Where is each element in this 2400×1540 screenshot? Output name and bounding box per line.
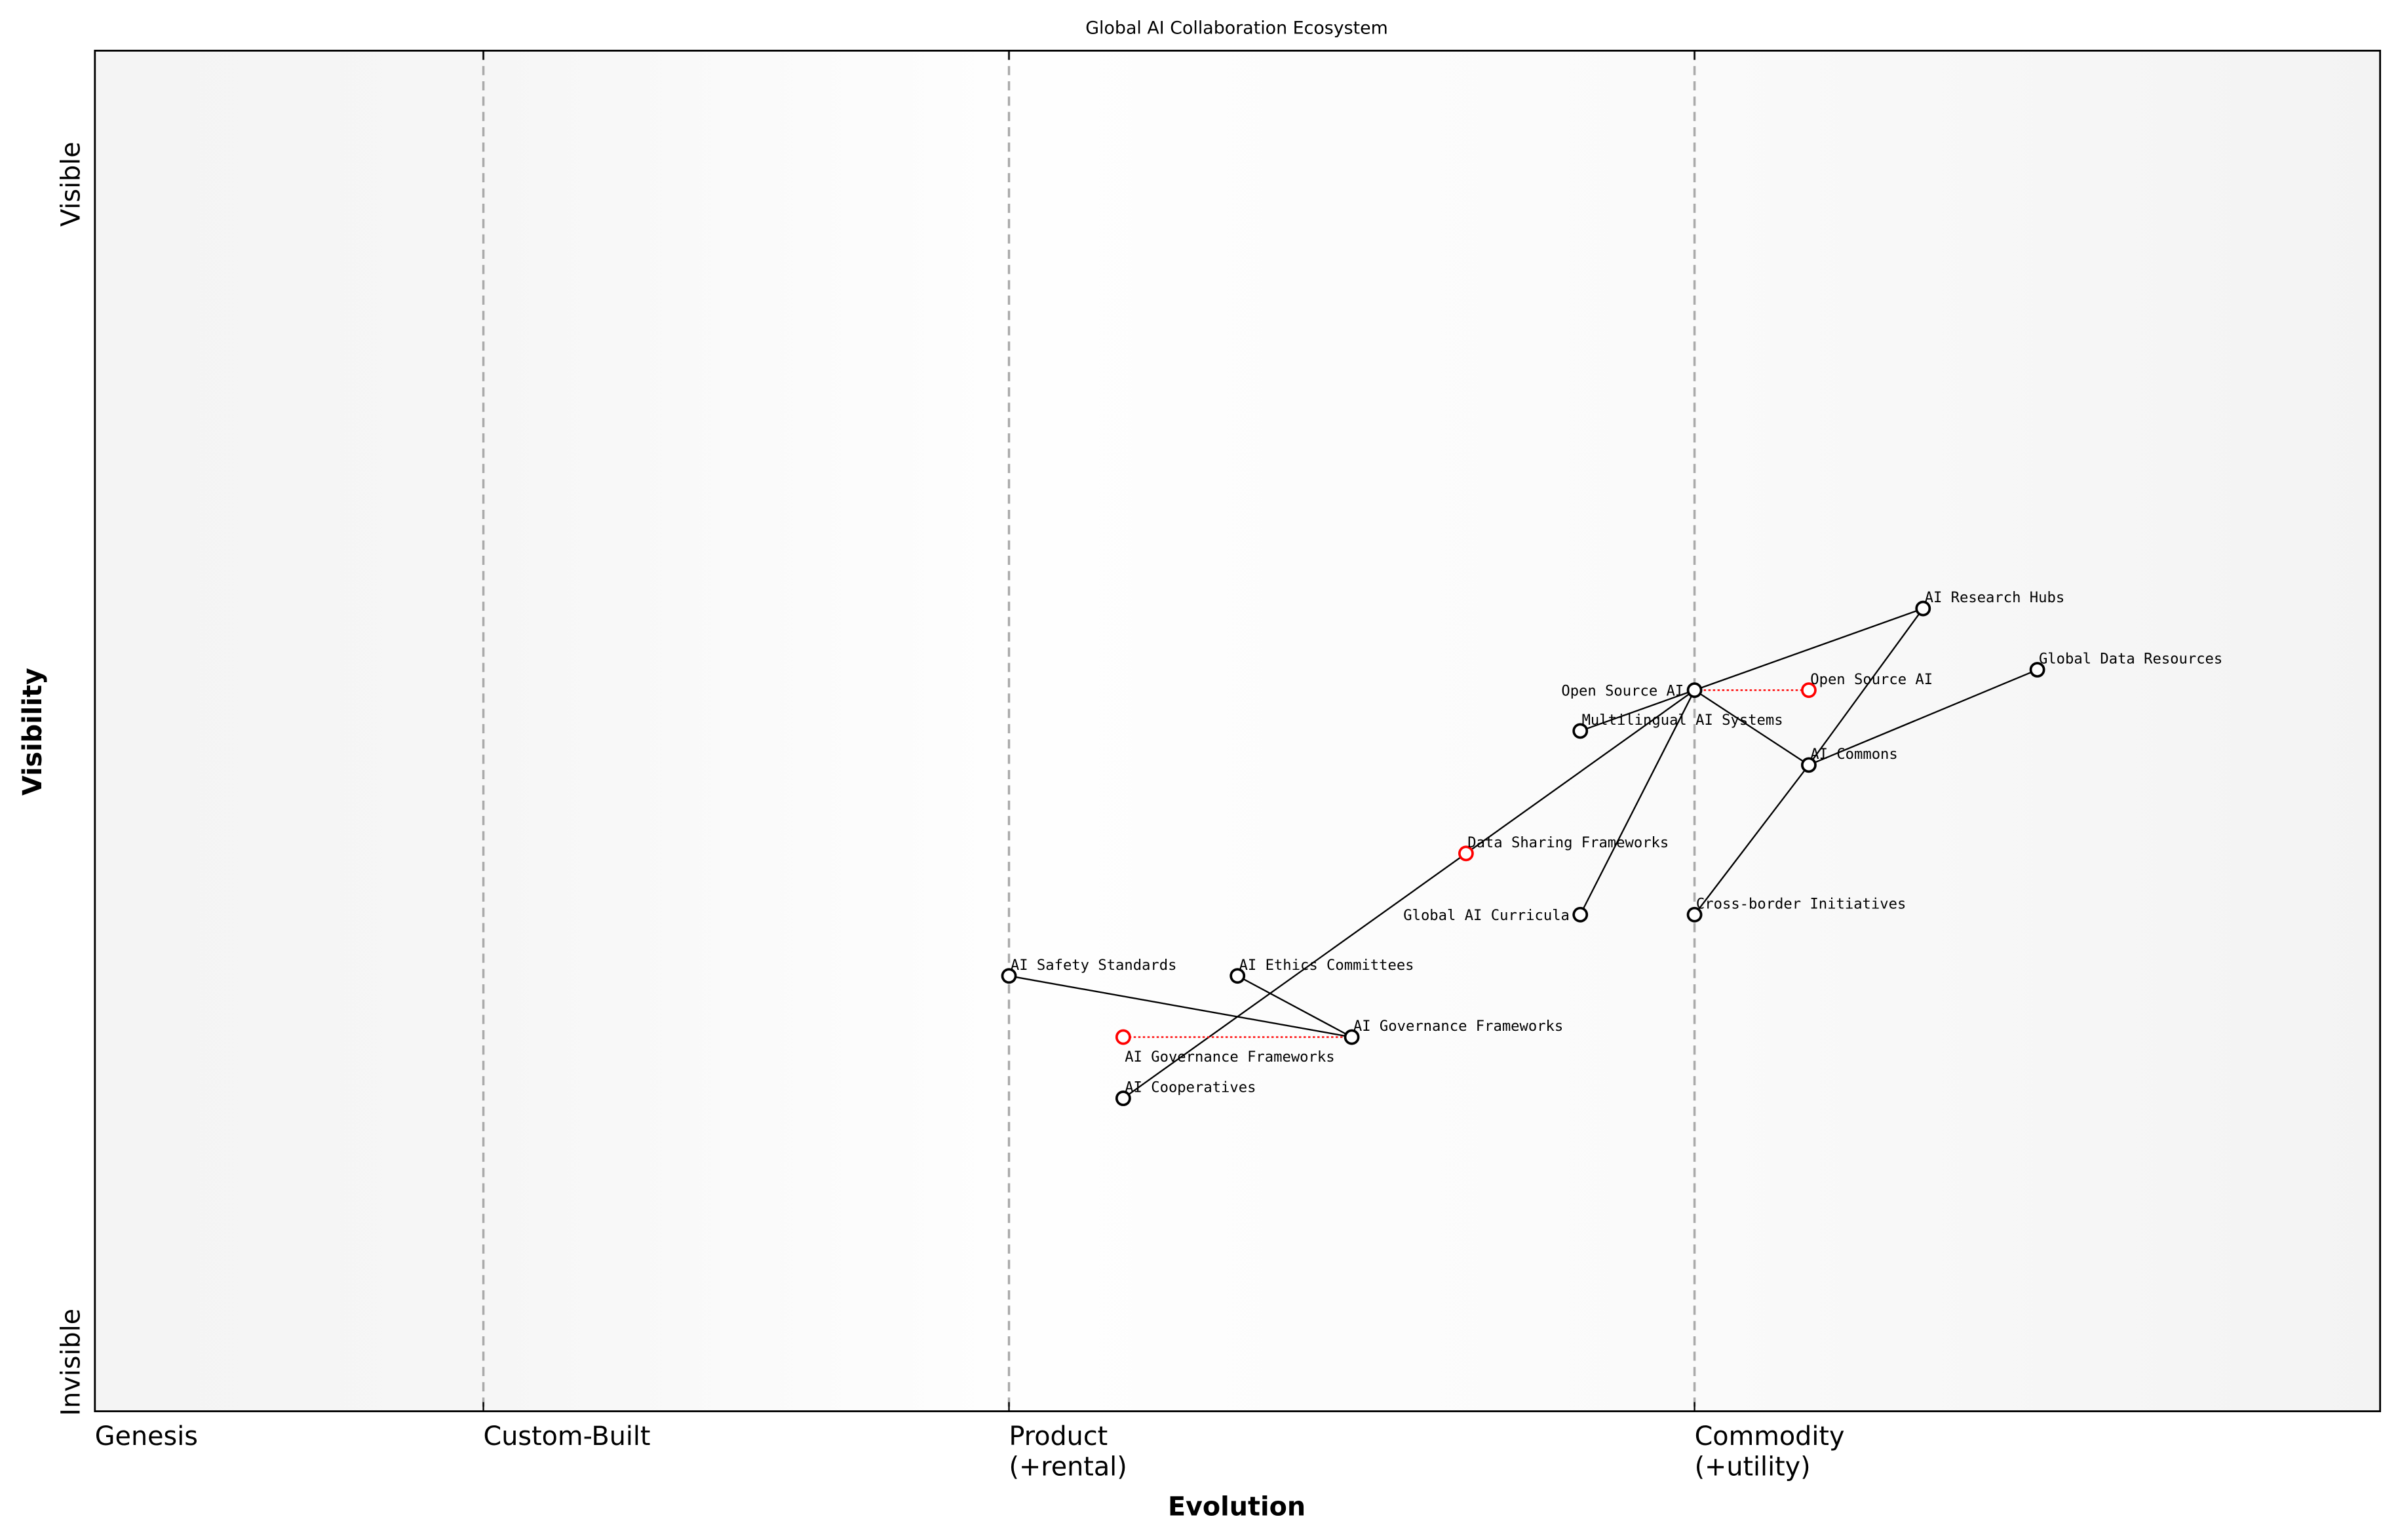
link-osai-multi: [1579, 689, 1695, 732]
component-label-curr: Global AI Curricula: [1403, 907, 1570, 924]
evolved-node: [1801, 682, 1817, 699]
component-node-multi: [1572, 723, 1589, 739]
evolved-node: [1115, 1029, 1131, 1045]
component-node-ethics: [1229, 968, 1246, 984]
link-osai-hubs: [1694, 607, 1924, 691]
stage-label-commodity: Commodity: [1695, 1421, 1845, 1452]
component-label-commons: AI Commons: [1810, 746, 1898, 763]
component-node-gov: [1344, 1029, 1360, 1045]
evolved-label: Data Sharing Frameworks: [1467, 834, 1669, 851]
component-node-cross: [1686, 906, 1703, 923]
y-axis-visible-label: Visible: [56, 142, 86, 227]
map-title: Global AI Collaboration Ecosystem: [1085, 18, 1388, 39]
link-osai-curr: [1579, 689, 1695, 915]
stage-sublabel: (+rental): [1009, 1452, 1127, 1482]
component-node-coop: [1115, 1090, 1131, 1106]
stage-label-genesis: Genesis: [95, 1421, 198, 1452]
component-node-gdr: [2029, 662, 2045, 678]
component-node-curr: [1572, 906, 1589, 923]
component-label-gdr: Global Data Resources: [2039, 651, 2222, 668]
component-label-ethics: AI Ethics Committees: [1239, 957, 1414, 974]
link-gdr-commons: [1808, 668, 2038, 766]
component-node-commons: [1801, 757, 1817, 773]
evolved-node: [1458, 845, 1474, 862]
component-node-osai: [1686, 682, 1703, 699]
link-ethics-gov: [1237, 975, 1353, 1038]
y-axis-invisible-label: Invisible: [56, 1309, 86, 1416]
link-osai-coop: [1123, 689, 1695, 1099]
stage-label-product: Product: [1009, 1421, 1108, 1452]
component-label-safety: AI Safety Standards: [1011, 957, 1177, 974]
link-hubs-commons: [1808, 607, 1924, 766]
component-node-safety: [1001, 968, 1017, 984]
y-axis-title: Visibility: [18, 668, 48, 796]
component-label-cross: Cross-border Initiatives: [1696, 895, 1906, 912]
link-osai-commons: [1694, 689, 1810, 766]
component-label-coop: AI Cooperatives: [1125, 1079, 1256, 1096]
link-commons-cross: [1694, 764, 1810, 915]
x-axis-title: Evolution: [1168, 1492, 1306, 1522]
stage-sublabel: (+utility): [1695, 1452, 1811, 1482]
component-label-osai: Open Source AI: [1561, 682, 1684, 699]
link-safety-gov: [1009, 975, 1352, 1038]
stage-label-custom-built: Custom-Built: [484, 1421, 651, 1452]
component-label-hubs: AI Research Hubs: [1925, 589, 2065, 606]
component-label-multi: Multilingual AI Systems: [1582, 712, 1783, 729]
evolved-label: AI Governance Frameworks: [1125, 1049, 1334, 1066]
plot-frame: [94, 49, 2382, 1412]
plot-area: [94, 50, 2380, 1412]
component-node-hubs: [1915, 600, 1931, 617]
component-label-gov: AI Governance Frameworks: [1353, 1018, 1563, 1035]
evolved-label: Open Source AI: [1810, 671, 1933, 688]
